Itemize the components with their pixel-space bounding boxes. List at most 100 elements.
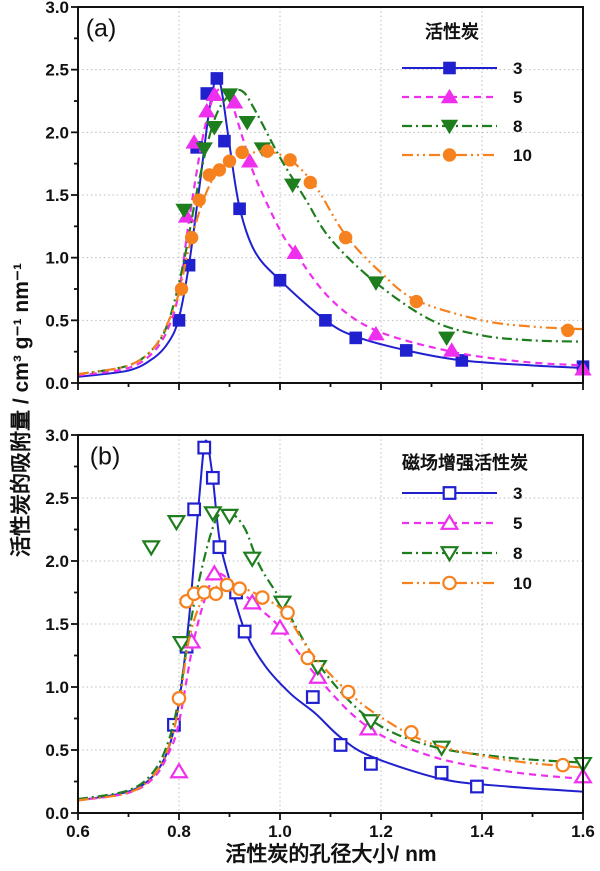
series-curve-b-3 [77,439,584,802]
series-curve-a-5 [77,87,584,377]
marker-triangle-up-filled [367,325,385,341]
marker-square-filled [172,314,186,327]
marker-triangle-down-open [141,540,161,557]
marker-square-open [333,738,348,752]
legend-entry-label: 5 [513,514,522,533]
series-curve-b-5 [77,572,584,802]
marker-circle-filled [561,323,575,338]
marker-square-filled [233,202,246,216]
marker-square-open [434,765,449,780]
marker-square-filled [218,134,231,148]
marker-square-open [205,470,220,485]
x-tick-label: 1.6 [571,822,595,841]
marker-square-open [197,440,212,455]
marker-square-filled [399,344,413,357]
marker-circle-filled [212,163,227,177]
series-markers-b-10 [171,577,571,773]
y-tick-label: 2.5 [45,489,69,508]
marker-triangle-down-open [272,595,293,612]
axis-ticks [71,6,584,390]
marker-circle-filled [184,230,199,245]
x-tick-label: 1.0 [268,822,292,841]
legend-a-title: 活性炭 [425,22,479,42]
marker-circle-filled [260,144,275,158]
marker-triangle-down-open [361,714,381,731]
marker-triangle-down-open [171,635,192,653]
marker-triangle-down-filled [175,203,193,219]
marker-circle-filled [338,230,353,245]
marker-square-filled [210,72,224,85]
marker-triangle-up-open [204,564,225,581]
marker-square-open [237,624,252,639]
y-tick-label: 1.0 [45,678,69,697]
y-tick-label: 3.0 [45,0,69,17]
marker-circle-filled [222,154,237,168]
x-tick-label: 0.6 [66,822,90,841]
marker-square-filled [319,314,332,327]
legend-entry-label: 10 [513,146,532,165]
marker-triangle-up-open [270,618,290,635]
marker-triangle-up-filled [198,102,216,118]
legend-marker-triangle-up-open [439,513,460,530]
marker-circle-open [555,757,571,773]
marker-circle-filled [283,153,297,167]
marker-triangle-down-filled [367,276,385,291]
x-axis-title: 活性炭的孔径大小/ nm [225,843,437,866]
y-tick-label: 0.0 [45,804,69,823]
legend-entry-label: 3 [513,59,522,78]
legend-a: 3 5 8 10 [402,59,532,165]
marker-circle-open [219,577,235,593]
y-tick-label: 1.5 [45,615,69,634]
marker-circle-filled [303,175,317,190]
panel-a: 0.0 0.5 1.0 1.5 2.0 2.5 3.0 3 5 8 10 [45,0,592,393]
marker-circle-open [232,581,247,597]
gridlines-b [78,435,583,813]
marker-triangle-down-filled [238,116,256,131]
legend-row-b-3: 3 [402,484,522,503]
marker-circle-open [300,650,316,666]
legend-entry-label: 8 [513,544,522,563]
y-tick-label: 0.5 [45,741,69,760]
marker-triangle-up-filled [443,342,461,357]
legend-b-title: 磁场增强活性炭 [402,453,528,473]
marker-circle-filled [174,282,189,296]
marker-triangle-down-open [219,508,240,525]
legend-marker-triangle-up-filled [440,88,459,104]
marker-circle-filled [409,294,424,309]
y-tick-label: 0.5 [45,311,69,330]
legend-marker-square-filled [443,61,456,75]
y-axis-title: 活性炭的吸附量 / cm³ g⁻¹ nm⁻¹ [10,263,33,557]
y-tick-label: 3.0 [45,426,69,445]
marker-square-open [305,690,320,704]
legend-row-b-5: 5 [402,513,522,533]
series-markers-a-10 [174,144,575,338]
marker-circle-filled [192,193,206,207]
marker-triangle-down-filled [195,142,213,157]
legend-marker-circle-open [442,575,457,591]
marker-triangle-up-open [242,593,262,610]
legend-entry-label: 3 [513,484,522,503]
marker-triangle-down-filled [283,178,302,194]
legend-row-b-10: 10 [402,574,532,593]
legend-entry-label: 8 [513,117,522,136]
series-markers-b-8 [141,506,593,774]
marker-square-filled [273,273,287,287]
series-curve-b-8 [77,510,584,801]
marker-square-open [364,756,378,771]
legend-row-b-8: 8 [402,544,522,563]
marker-triangle-up-open [308,667,328,684]
marker-square-filled [349,331,363,345]
x-tick-label: 1.4 [470,822,494,841]
y-tick-label: 1.5 [45,186,69,205]
legend-entry-label: 10 [513,574,532,593]
marker-triangle-down-open [203,506,223,523]
marker-triangle-down-open [166,515,187,532]
series-curve-a-3 [77,74,584,378]
series-curve-a-8 [77,88,584,376]
marker-triangle-up-filled [286,244,304,259]
marker-square-open [187,502,202,517]
legend-row-a-8: 8 [402,117,522,136]
marker-triangle-up-filled [225,94,244,109]
